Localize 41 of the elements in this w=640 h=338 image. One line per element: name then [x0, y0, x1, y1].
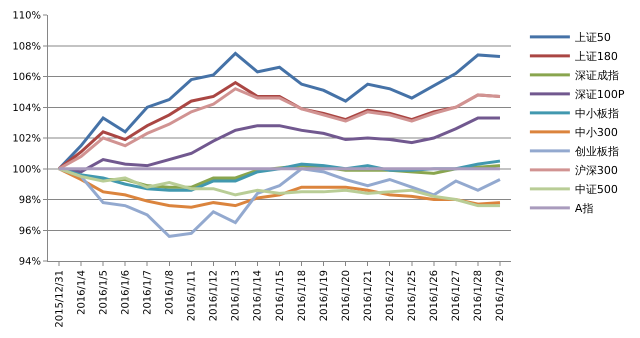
- x-tick-label: 2016/1/7: [142, 270, 154, 315]
- x-tick-label: 2016/1/21: [362, 270, 374, 322]
- y-tick-label: 100%: [12, 164, 41, 176]
- legend-label: 中小板指: [574, 107, 619, 120]
- y-tick-label: 102%: [12, 134, 41, 144]
- x-tick-label: 2016/1/27: [451, 270, 462, 322]
- x-tick-label: 2016/1/11: [186, 270, 198, 322]
- y-tick-label: 94%: [18, 256, 41, 268]
- legend-label: 创业板指: [574, 145, 619, 158]
- y-tick-label: 104%: [12, 102, 41, 114]
- x-tick-label: 2016/1/19: [318, 270, 330, 322]
- legend-label: 上证180: [574, 50, 618, 64]
- x-tick-label: 2016/1/4: [76, 270, 88, 315]
- y-tick-label: 96%: [18, 226, 41, 237]
- y-tick-label: 110%: [12, 10, 41, 22]
- x-tick-label: 2016/1/26: [429, 270, 440, 322]
- legend-label: 深证成指: [574, 69, 619, 82]
- legend-label: 中小300: [574, 126, 618, 140]
- x-tick-label: 2016/1/5: [98, 270, 110, 315]
- x-tick-label: 2016/1/13: [230, 270, 242, 322]
- x-tick-label: 2015/12/31: [54, 270, 66, 328]
- x-tick-label: 2016/1/6: [120, 270, 132, 315]
- x-tick-label: 2016/1/18: [296, 270, 308, 322]
- legend-label: 深证100P: [574, 88, 625, 102]
- line-series: [58, 52, 502, 170]
- x-tick-label: 2016/1/28: [473, 270, 484, 322]
- legend-label: 上证50: [574, 31, 611, 44]
- y-tick-label: 106%: [12, 72, 41, 83]
- x-tick-label: 2016/1/29: [495, 270, 506, 322]
- x-tick-label: 2016/1/22: [384, 270, 396, 322]
- x-tick-label: 2016/1/14: [252, 270, 264, 322]
- legend-label: A指: [574, 202, 594, 216]
- y-tick-label: 108%: [12, 41, 41, 52]
- y-tick-label: 98%: [18, 195, 41, 206]
- x-tick-label: 2016/1/20: [340, 270, 352, 322]
- legend-label: 中证500: [574, 183, 618, 196]
- legend-label: 沪深300: [574, 164, 618, 178]
- x-tick-label: 2016/1/25: [407, 270, 418, 322]
- x-tick-label: 2016/1/15: [274, 270, 286, 322]
- x-tick-label: 2016/1/8: [164, 270, 176, 315]
- x-tick-label: 2016/1/12: [208, 270, 220, 322]
